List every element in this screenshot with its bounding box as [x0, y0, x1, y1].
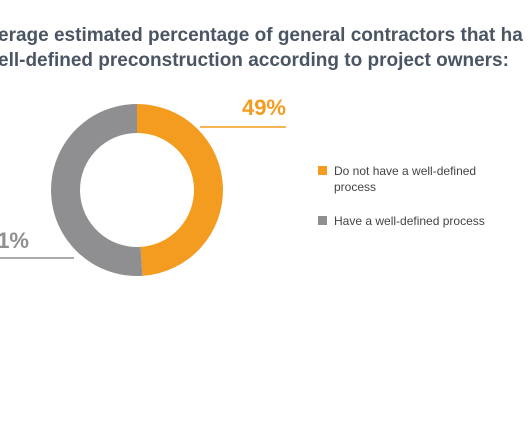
legend-label: Do not have a well-defined process: [334, 164, 477, 194]
value-label: 49%: [242, 95, 286, 120]
legend-label: Have a well-defined process: [334, 214, 485, 228]
chart-title: erage estimated percentage of general co…: [0, 25, 523, 46]
value-label: 51%: [0, 228, 29, 253]
donut-segment: [50, 104, 143, 276]
donut-segment: [137, 104, 223, 276]
chart-title: ell-defined preconstruction according to…: [0, 50, 509, 71]
legend-swatch: [318, 166, 327, 175]
legend-swatch: [318, 216, 327, 225]
